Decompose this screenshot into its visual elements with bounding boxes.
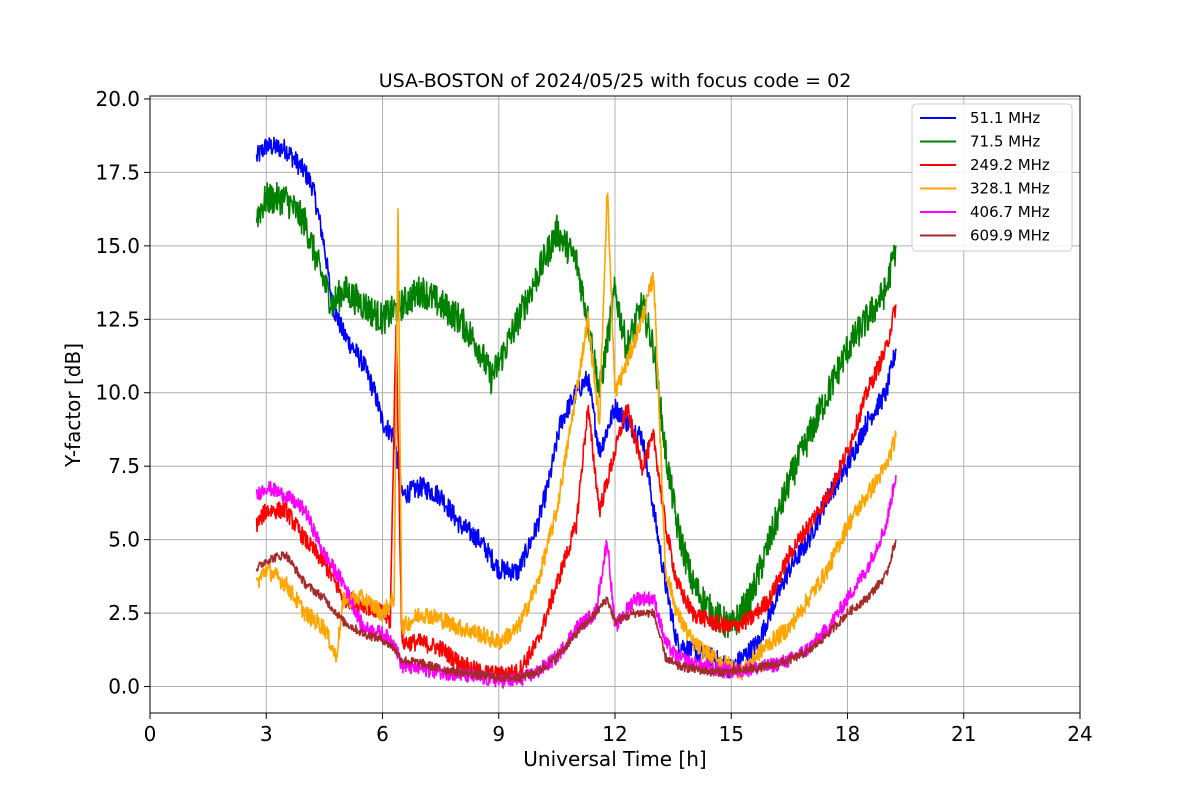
x-axis-label: Universal Time [h] — [523, 747, 706, 771]
legend-label: 609.9 MHz — [970, 227, 1050, 245]
legend-label: 51.1 MHz — [970, 109, 1040, 127]
y-axis-label: Y-factor [dB] — [61, 343, 85, 468]
x-tick-label: 15 — [719, 722, 744, 746]
x-tick-label: 12 — [602, 722, 627, 746]
x-axis-ticks: 0 3 6 9 12 15 18 21 24 — [144, 713, 1093, 746]
legend-label: 406.7 MHz — [970, 203, 1050, 221]
y-tick-label: 5.0 — [108, 528, 140, 552]
series-lines — [255, 136, 897, 689]
series-line-3 — [255, 304, 897, 684]
legend-label: 71.5 MHz — [970, 133, 1040, 151]
y-tick-label: 15.0 — [95, 234, 140, 258]
y-tick-label: 10.0 — [95, 381, 140, 405]
y-tick-label: 12.5 — [95, 307, 140, 331]
chart-title: USA-BOSTON of 2024/05/25 with focus code… — [379, 70, 852, 92]
series-line-2 — [255, 181, 897, 639]
series-line-6 — [255, 539, 897, 683]
y-tick-label: 7.5 — [108, 454, 140, 478]
x-tick-label: 18 — [835, 722, 860, 746]
y-tick-label: 2.5 — [108, 601, 140, 625]
x-tick-label: 0 — [144, 722, 157, 746]
x-tick-label: 24 — [1067, 722, 1092, 746]
x-tick-label: 9 — [492, 722, 505, 746]
y-axis-ticks: 0.0 2.5 5.0 7.5 10.0 12.5 15.0 17.5 20.0 — [95, 87, 150, 699]
legend-label: 328.1 MHz — [970, 180, 1050, 198]
legend: 51.1 MHz 71.5 MHz 249.2 MHz 328.1 MHz 406.7… — [911, 103, 1073, 252]
y-tick-label: 17.5 — [95, 160, 140, 184]
legend-label: 249.2 MHz — [970, 156, 1050, 174]
x-tick-label: 21 — [951, 722, 976, 746]
x-tick-label: 3 — [260, 722, 273, 746]
plot-frame — [149, 95, 1081, 714]
series-line-4 — [255, 192, 897, 681]
x-tick-label: 6 — [376, 722, 389, 746]
y-tick-label: 0.0 — [108, 675, 140, 699]
y-tick-label: 20.0 — [95, 87, 140, 111]
